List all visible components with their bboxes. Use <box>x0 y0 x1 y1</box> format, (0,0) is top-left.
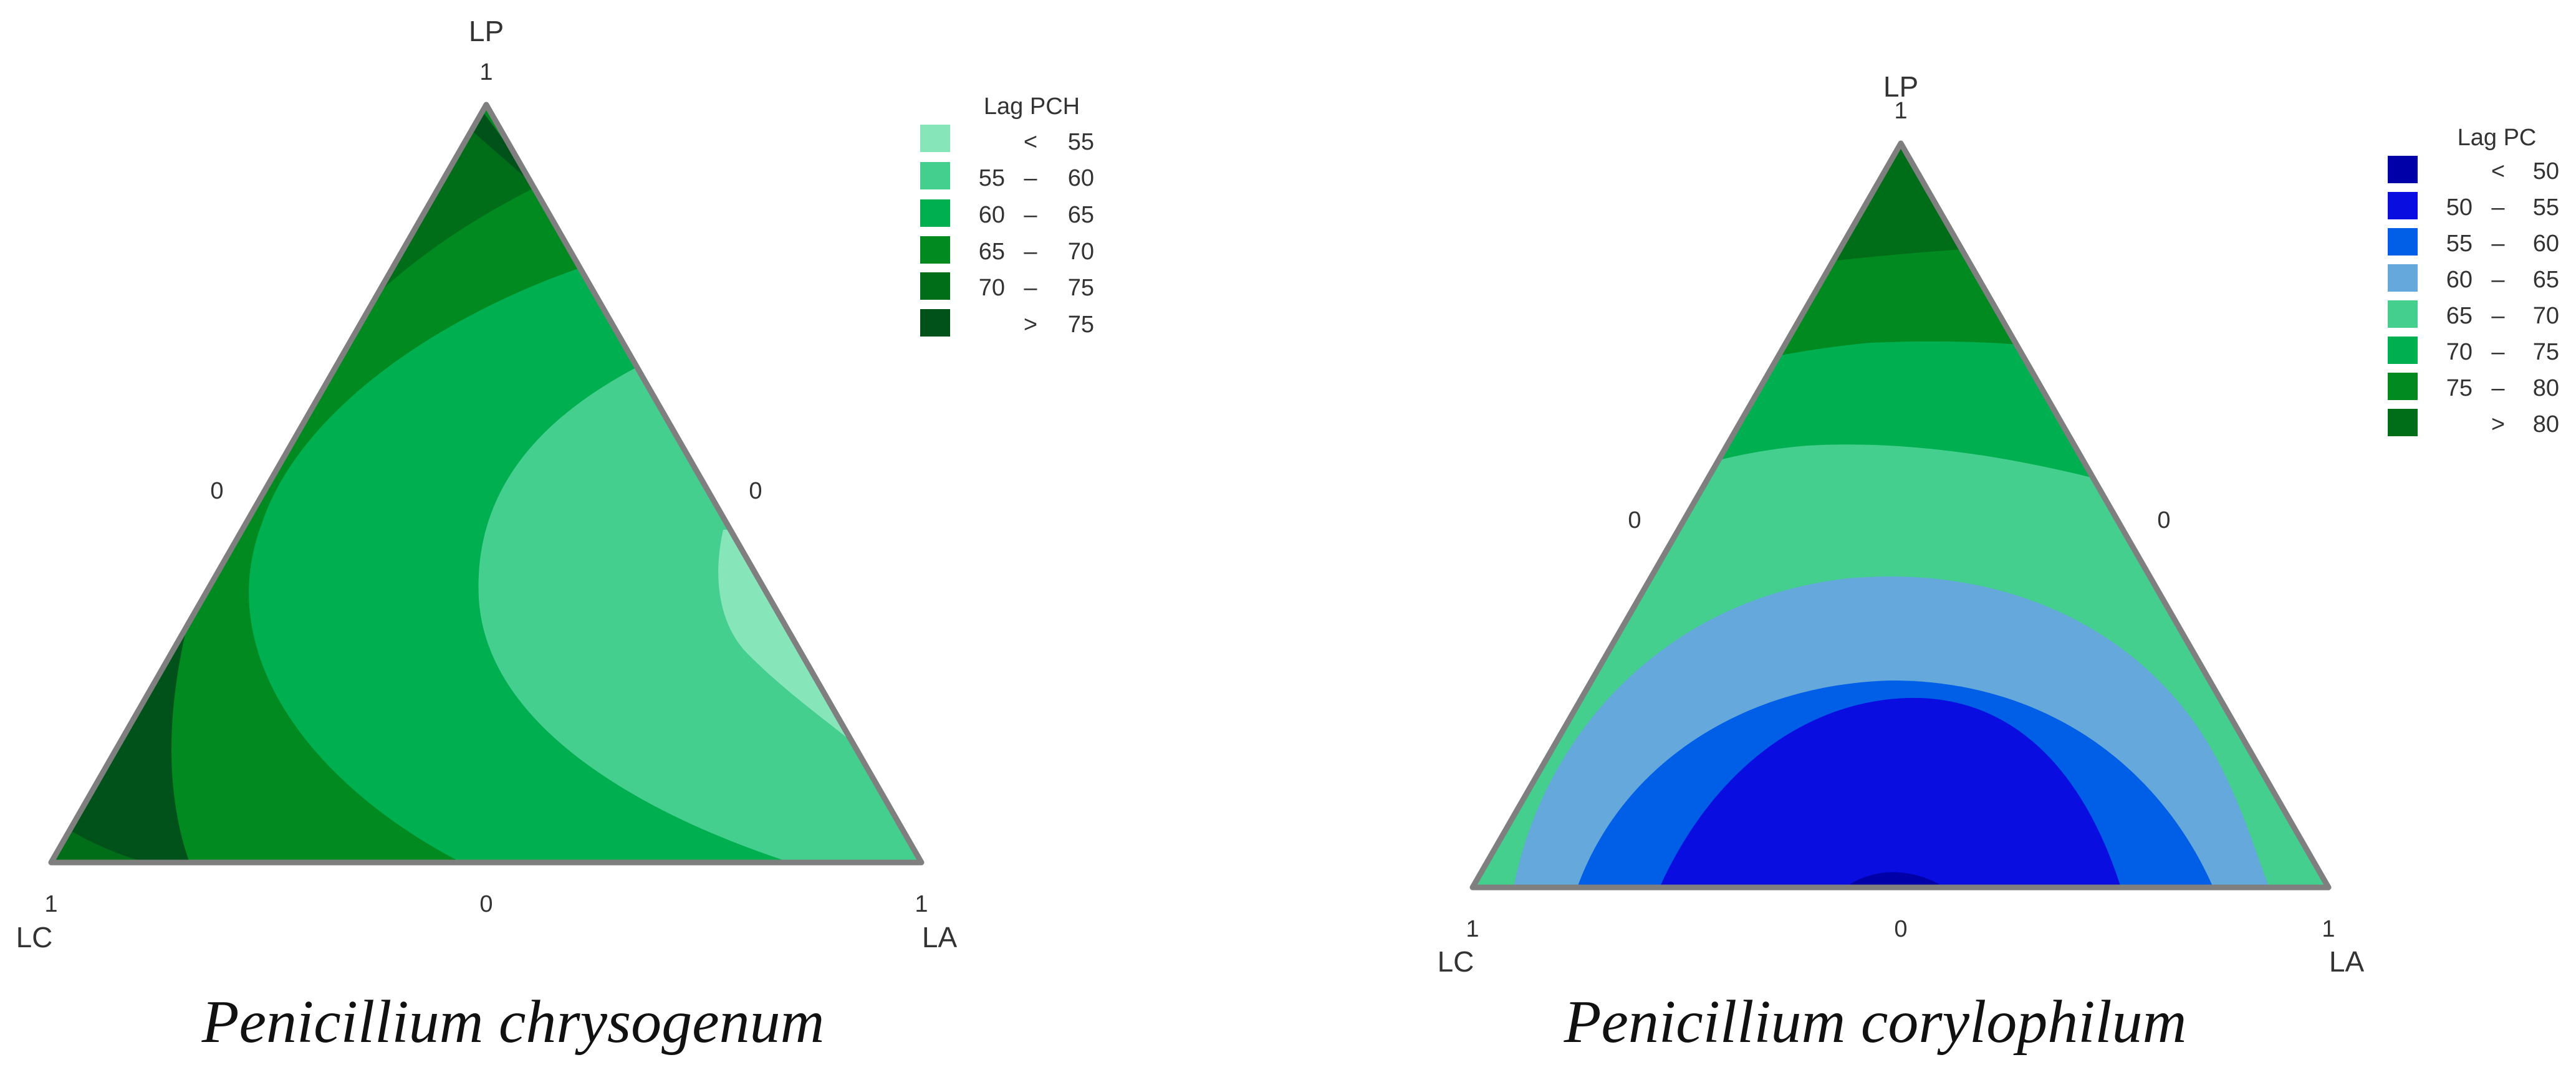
vertex-value-left: 1 <box>44 891 57 917</box>
legend-chrysogenum: Lag PCH < 55 55 – 60 60 – 65 65 <box>920 93 1094 338</box>
legend-entry: 65 – 70 <box>920 236 1094 265</box>
legend-low: 50 <box>2446 194 2473 221</box>
legend-op: – <box>2491 194 2505 221</box>
edge-tick-bottom: 0 <box>1894 916 1907 942</box>
legend-entry: > 75 <box>920 309 1094 338</box>
legend-low: 65 <box>979 239 1005 265</box>
legend-high: 50 <box>2533 158 2559 184</box>
legend-low: 55 <box>2446 231 2473 257</box>
legend-high: 70 <box>2533 303 2559 329</box>
legend-high: 75 <box>1068 312 1094 338</box>
legend-title: Lag PC <box>2458 125 2537 151</box>
legend-swatch <box>920 309 950 337</box>
legend-swatch <box>2388 192 2418 219</box>
contour-regions-corylophilum <box>1473 143 2328 887</box>
legend-entry: 70 – 75 <box>920 272 1094 301</box>
chart-caption: Penicillium chrysogenum <box>201 988 825 1056</box>
vertex-value-right: 1 <box>2322 916 2335 942</box>
vertex-value-top: 1 <box>1894 98 1907 124</box>
edge-tick-right: 0 <box>2157 507 2170 533</box>
legend-swatch <box>920 162 950 189</box>
legend-swatch <box>2388 264 2418 292</box>
legend-op: – <box>1024 275 1037 301</box>
vertex-label-right: LA <box>922 921 958 953</box>
chart-panel-corylophilum: LP 1 1 LC 1 LA 0 0 0 Lag PC < 50 50 – 55 <box>1438 70 2559 1056</box>
vertex-label-top: LP <box>1883 70 1918 103</box>
legend-low: 60 <box>2446 267 2473 293</box>
legend-high: 75 <box>2533 339 2559 365</box>
contour-regions-chrysogenum <box>51 105 921 862</box>
legend-entry: 65 – 70 <box>2388 300 2559 329</box>
legend-low: 55 <box>979 165 1005 191</box>
legend-entry: 55 – 60 <box>2388 228 2559 257</box>
legend-high: 80 <box>2533 411 2559 437</box>
legend-swatch <box>2388 409 2418 436</box>
legend-swatch <box>920 199 950 227</box>
vertex-label-top: LP <box>469 15 504 47</box>
legend-op: > <box>1024 312 1037 338</box>
legend-high: 75 <box>1068 275 1094 301</box>
legend-op: – <box>2491 303 2505 329</box>
legend-entry: 50 – 55 <box>2388 192 2559 221</box>
edge-tick-right: 0 <box>749 478 762 504</box>
legend-entry: 60 – 65 <box>2388 264 2559 293</box>
vertex-label-right: LA <box>2329 945 2365 978</box>
legend-low: 70 <box>2446 339 2473 365</box>
legend-high: 55 <box>1068 129 1094 155</box>
legend-swatch <box>920 236 950 264</box>
legend-op: – <box>2491 231 2505 257</box>
ternary-frame-chrysogenum <box>48 102 925 866</box>
legend-op: – <box>2491 339 2505 365</box>
legend-op: – <box>2491 375 2505 401</box>
contour-region-lt-50 <box>1845 872 1945 887</box>
legend-op: < <box>1024 129 1037 155</box>
legend-title: Lag PCH <box>984 93 1080 120</box>
legend-high: 60 <box>2533 231 2559 257</box>
edge-tick-left: 0 <box>1628 507 1641 533</box>
vertex-label-left: LC <box>1438 945 1474 978</box>
chart-panel-chrysogenum: LP 1 1 LC 1 LA 0 0 0 Lag PCH < 55 55 – 6… <box>16 15 1094 1056</box>
legend-low: 65 <box>2446 303 2473 329</box>
legend-high: 80 <box>2533 375 2559 401</box>
legend-swatch <box>2388 228 2418 256</box>
vertex-value-top: 1 <box>479 59 493 85</box>
legend-op: – <box>2491 267 2505 293</box>
legend-high: 55 <box>2533 194 2559 221</box>
edge-tick-left: 0 <box>210 478 223 504</box>
legend-high: 65 <box>1068 202 1094 228</box>
contour-region-50-55 <box>1660 697 2121 887</box>
legend-entry: > 80 <box>2388 409 2559 437</box>
legend-swatch <box>2388 373 2418 400</box>
legend-high: 70 <box>1068 239 1094 265</box>
legend-op: – <box>1024 239 1037 265</box>
legend-high: 60 <box>1068 165 1094 191</box>
vertex-value-right: 1 <box>915 891 928 917</box>
legend-swatch <box>920 272 950 300</box>
legend-swatch <box>920 125 950 152</box>
legend-corylophilum: Lag PC < 50 50 – 55 55 – 60 60 <box>2388 125 2559 437</box>
vertex-value-left: 1 <box>1466 916 1479 942</box>
legend-low: 70 <box>979 275 1005 301</box>
legend-op: > <box>2491 411 2505 437</box>
legend-swatch <box>2388 337 2418 364</box>
edge-tick-bottom: 0 <box>479 891 493 917</box>
legend-entry: < 50 <box>2388 156 2559 184</box>
vertex-label-left: LC <box>16 921 53 953</box>
legend-low: 75 <box>2446 375 2473 401</box>
legend-entry: < 55 <box>920 125 1094 155</box>
legend-op: – <box>1024 165 1037 191</box>
legend-entry: 60 – 65 <box>920 199 1094 228</box>
legend-entry: 75 – 80 <box>2388 373 2559 401</box>
legend-entry: 70 – 75 <box>2388 337 2559 365</box>
legend-swatch <box>2388 156 2418 183</box>
ternary-frame-corylophilum <box>1469 140 2332 891</box>
legend-swatch <box>2388 300 2418 328</box>
legend-entry: 55 – 60 <box>920 162 1094 191</box>
legend-op: – <box>1024 202 1037 228</box>
legend-high: 65 <box>2533 267 2559 293</box>
chart-caption: Penicillium corylophilum <box>1564 988 2187 1056</box>
legend-op: < <box>2491 158 2505 184</box>
legend-low: 60 <box>979 202 1005 228</box>
